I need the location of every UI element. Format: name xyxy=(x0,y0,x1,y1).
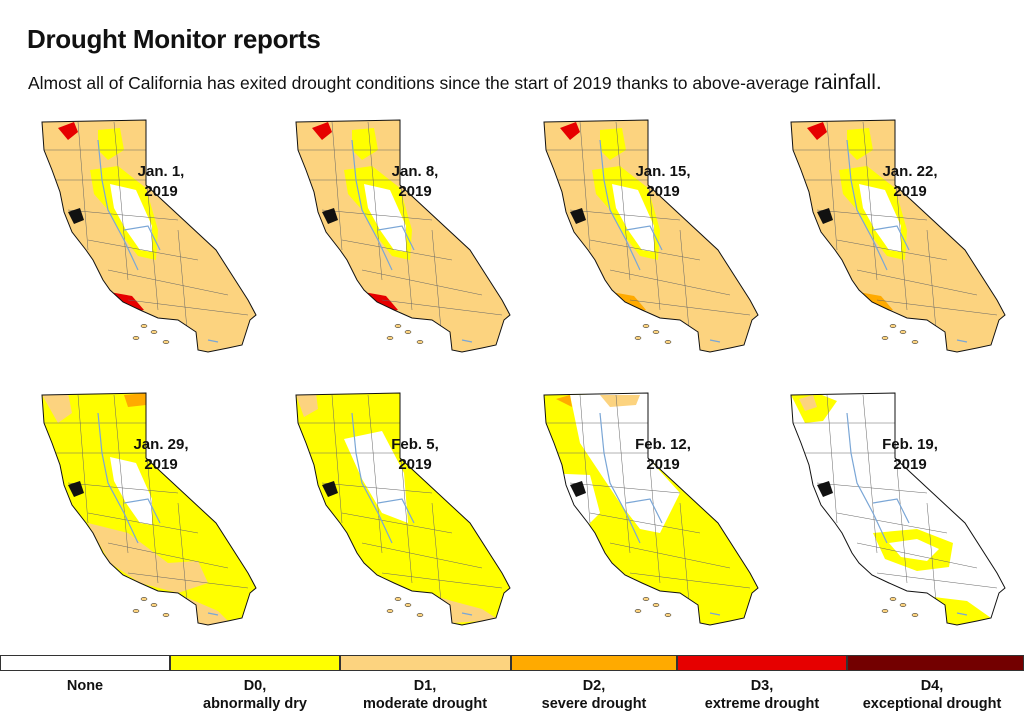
legend-label-d4: D4, exceptional drought xyxy=(862,678,1002,712)
drought-region xyxy=(889,539,939,561)
legend-swatch-d2 xyxy=(511,655,677,671)
legend-swatch-d0 xyxy=(170,655,340,671)
legend-label-none: None xyxy=(66,678,104,694)
drought-region xyxy=(98,128,124,160)
drought-map-panel: Jan. 8, 2019 xyxy=(282,110,522,370)
drought-region xyxy=(556,395,572,407)
drought-region xyxy=(726,232,742,256)
drought-region xyxy=(402,320,432,338)
drought-region xyxy=(42,393,72,423)
map-date-label: Jan. 22, 2019 xyxy=(882,163,938,200)
drought-region xyxy=(110,457,152,525)
drought-region xyxy=(807,122,827,140)
drought-region xyxy=(600,395,640,407)
drought-region xyxy=(312,122,332,140)
drought-region xyxy=(88,523,208,593)
drought-region xyxy=(110,184,152,252)
page-title: Drought Monitor reports xyxy=(27,24,321,54)
subtitle-text: Almost all of California has exited drou… xyxy=(28,73,810,93)
page-subtitle: Almost all of California has exited drou… xyxy=(28,71,882,95)
drought-region xyxy=(364,184,406,252)
drought-map-panel: Feb. 5, 2019 xyxy=(282,383,522,643)
drought-region xyxy=(148,320,178,338)
drought-map-panel: Feb. 12, 2019 xyxy=(530,383,770,643)
california-map xyxy=(41,392,257,626)
drought-map-panel: Jan. 29, 2019 xyxy=(28,383,268,643)
subtitle-emphasis: rainfall. xyxy=(814,71,882,94)
drought-region xyxy=(600,128,626,160)
legend-label-d1: D1, moderate drought xyxy=(362,678,488,712)
legend-label-d3: D3, extreme drought xyxy=(704,678,820,712)
california-map xyxy=(295,392,511,626)
drought-region xyxy=(224,232,240,256)
legend-swatch-d1 xyxy=(340,655,511,671)
california-map xyxy=(543,119,759,353)
california-map xyxy=(543,392,759,626)
drought-region xyxy=(58,122,78,140)
drought-region xyxy=(847,128,873,160)
drought-region xyxy=(612,184,654,252)
drought-region xyxy=(897,320,927,338)
map-date-label: Feb. 12, 2019 xyxy=(635,436,691,473)
drought-region xyxy=(859,184,901,252)
drought-region xyxy=(650,320,680,338)
drought-region xyxy=(478,232,494,256)
drought-region xyxy=(158,593,228,625)
drought-region xyxy=(799,395,817,411)
drought-map-panel: Jan. 22, 2019 xyxy=(777,110,1017,370)
drought-map-panel: Jan. 15, 2019 xyxy=(530,110,770,370)
legend-label-d0: D0, abnormally dry xyxy=(203,678,307,712)
drought-map-panel: Feb. 19, 2019 xyxy=(777,383,1017,643)
drought-region xyxy=(124,393,146,407)
california-map xyxy=(790,392,1006,626)
california-map xyxy=(295,119,511,353)
map-date-label: Jan. 15, 2019 xyxy=(635,163,691,200)
legend-label-d2: D2, severe drought xyxy=(541,678,647,712)
legend-swatch-none xyxy=(0,655,170,671)
drought-region xyxy=(352,128,378,160)
legend-swatch-d4 xyxy=(847,655,1024,671)
map-date-label: Feb. 5, 2019 xyxy=(391,436,439,473)
drought-map-panel: Jan. 1, 2019 xyxy=(28,110,268,370)
map-date-label: Jan. 1, 2019 xyxy=(137,163,185,200)
drought-region xyxy=(344,431,408,523)
map-date-label: Feb. 19, 2019 xyxy=(882,436,938,473)
map-date-label: Jan. 8, 2019 xyxy=(391,163,439,200)
map-date-label: Jan. 29, 2019 xyxy=(133,436,189,473)
california-map xyxy=(41,119,257,353)
drought-region xyxy=(432,595,496,623)
drought-region xyxy=(296,393,318,417)
drought-region xyxy=(973,232,989,256)
legend-swatch-d3 xyxy=(677,655,847,671)
drought-legend: None D0, abnormally dry D1, moderate droug… xyxy=(0,655,1024,717)
california-map xyxy=(790,119,1006,353)
drought-region xyxy=(560,122,580,140)
